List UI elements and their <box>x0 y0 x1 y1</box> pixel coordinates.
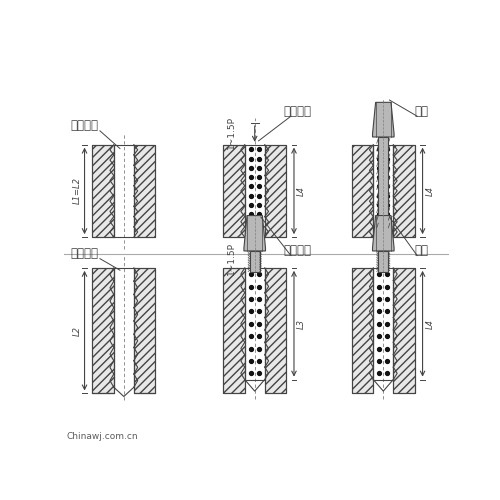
Bar <box>92 144 114 237</box>
Bar <box>394 144 415 237</box>
Bar <box>378 251 388 272</box>
Bar <box>264 144 286 237</box>
Bar <box>223 144 244 237</box>
Polygon shape <box>372 102 394 137</box>
Bar <box>394 268 415 394</box>
Bar <box>264 268 286 394</box>
Bar <box>394 144 415 237</box>
Bar <box>378 137 388 230</box>
Bar <box>250 251 260 272</box>
Text: 钑丝螺套: 钑丝螺套 <box>283 244 311 257</box>
Bar <box>264 268 286 394</box>
Bar <box>352 144 374 237</box>
Text: L3: L3 <box>297 318 306 328</box>
Text: L4: L4 <box>426 186 434 196</box>
Text: 通孔基体: 通孔基体 <box>70 120 98 132</box>
Bar <box>352 144 374 237</box>
Bar <box>134 144 156 237</box>
Bar <box>394 268 415 394</box>
Text: 螺钉: 螺钉 <box>414 244 428 257</box>
Polygon shape <box>372 216 394 251</box>
Bar <box>134 268 156 394</box>
Polygon shape <box>244 216 266 251</box>
Bar <box>92 144 114 237</box>
Bar <box>134 144 156 237</box>
Text: L1=L2: L1=L2 <box>72 178 82 204</box>
Text: 1~1.5P: 1~1.5P <box>227 242 236 275</box>
Text: L4: L4 <box>297 186 306 196</box>
Bar <box>223 268 244 394</box>
Bar <box>352 268 374 394</box>
Text: 钑丝螺套: 钑丝螺套 <box>283 106 311 118</box>
Text: 盲孔基体: 盲孔基体 <box>70 247 98 260</box>
Bar <box>92 268 114 394</box>
Text: Chinawj.com.cn: Chinawj.com.cn <box>67 432 138 441</box>
Text: L2: L2 <box>72 326 82 336</box>
Text: 螺钉: 螺钉 <box>414 106 428 118</box>
Bar <box>352 268 374 394</box>
Bar <box>92 268 114 394</box>
Bar <box>134 268 156 394</box>
Text: L4: L4 <box>426 318 434 328</box>
Bar <box>264 144 286 237</box>
Bar <box>223 144 244 237</box>
Bar <box>223 268 244 394</box>
Text: 1~1.5P: 1~1.5P <box>227 116 236 149</box>
